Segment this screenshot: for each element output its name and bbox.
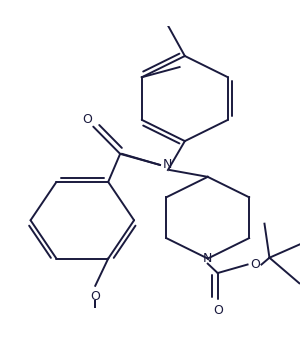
Text: O: O [250, 258, 260, 271]
Text: N: N [203, 252, 213, 265]
Text: O: O [213, 304, 223, 317]
Text: O: O [90, 289, 100, 302]
Text: N: N [163, 158, 172, 171]
Text: O: O [82, 113, 92, 126]
